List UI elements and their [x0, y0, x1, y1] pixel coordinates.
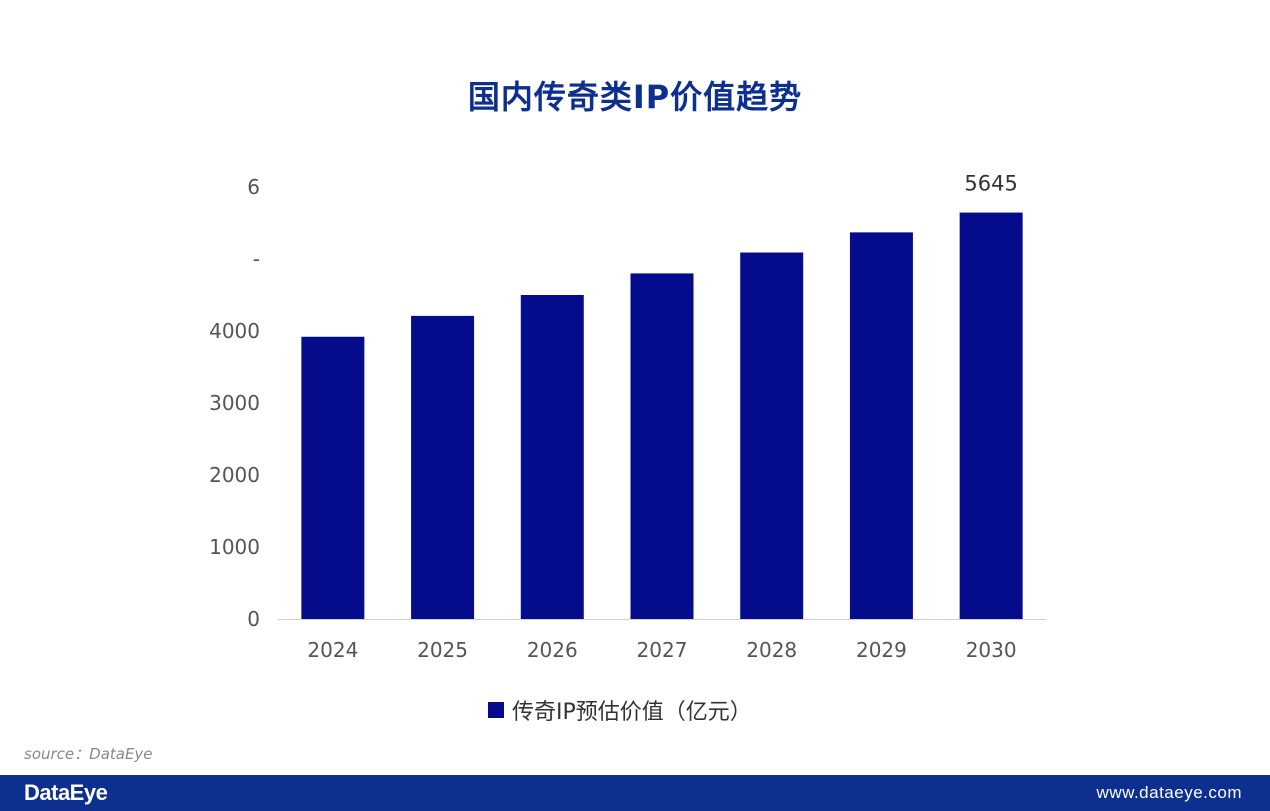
x-tick-label: 2027	[637, 638, 688, 662]
brand-logo: DataEye	[24, 780, 108, 805]
x-tick-label: 2025	[417, 638, 468, 662]
chart-title: 国内传奇类IP价值趋势	[467, 78, 803, 116]
footer-bar: DataEye www.dataeye.com	[0, 775, 1270, 811]
website-link[interactable]: www.dataeye.com	[1096, 783, 1242, 802]
bar-chart: 0 1000 2000 3000 4000 - 6 2024 2025 2026 2027 2028 2…	[209, 172, 1046, 662]
y-tick-label: 2000	[209, 463, 260, 487]
x-tick-label: 2024	[307, 638, 358, 662]
x-tick-label: 2029	[856, 638, 907, 662]
y-tick-label: 6	[247, 175, 260, 199]
legend: 传奇IP预估价值（亿元）	[488, 694, 752, 726]
bar-2029	[849, 232, 913, 620]
bar-2028	[740, 252, 804, 619]
bar-2030	[959, 212, 1023, 619]
y-tick-label: 3000	[209, 391, 260, 415]
x-tick-label: 2028	[746, 638, 797, 662]
bar-2025	[411, 315, 475, 619]
source-note: source：DataEye	[24, 745, 153, 763]
bar-2027	[630, 273, 694, 619]
x-tick-label: 2030	[966, 638, 1017, 662]
legend-label: 传奇IP预估价值（亿元）	[512, 700, 752, 725]
y-tick-label: 1000	[209, 535, 260, 559]
data-label: 5645	[964, 172, 1017, 196]
y-tick-label: 4000	[209, 319, 260, 343]
bar-2024	[301, 336, 365, 619]
bar-2026	[520, 295, 584, 619]
x-tick-label: 2026	[527, 638, 578, 662]
legend-swatch	[488, 702, 504, 718]
y-tick-label: 0	[247, 607, 260, 631]
y-tick-label: -	[253, 247, 260, 271]
